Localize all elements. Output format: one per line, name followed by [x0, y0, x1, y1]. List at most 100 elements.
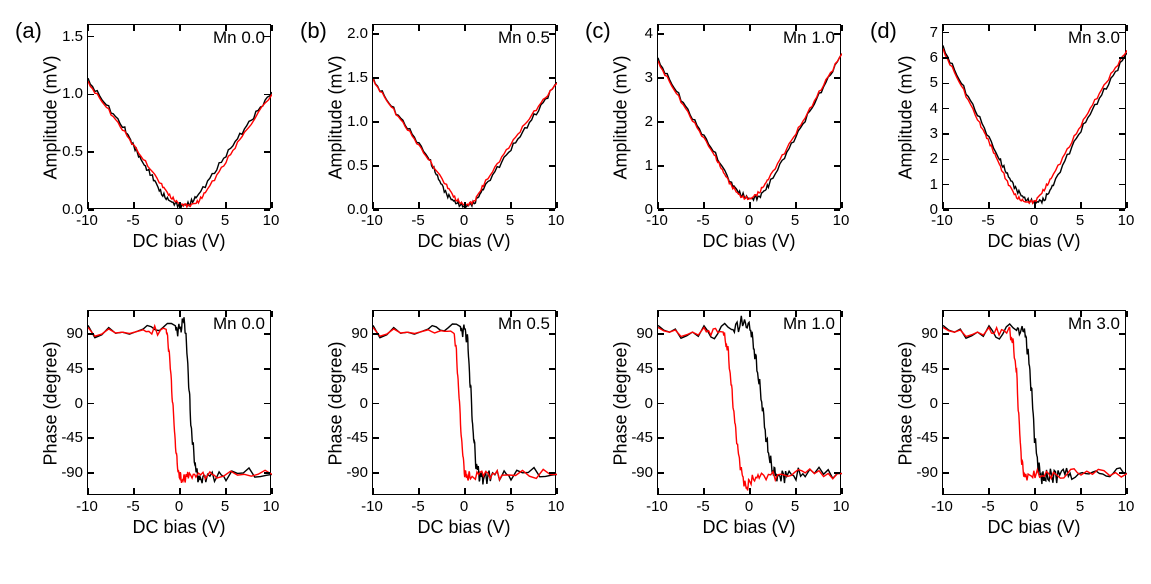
series-label: Mn 1.0 — [783, 28, 835, 48]
xtick-label: -5 — [118, 213, 148, 228]
panel-d-bottom: -90-4504590-10-50510Phase (degree)DC bia… — [870, 300, 1140, 570]
xtick-label: 5 — [495, 213, 525, 228]
series-black — [658, 54, 842, 201]
series-red — [88, 326, 272, 483]
xtick-label: 0 — [449, 499, 479, 514]
xtick-label: 10 — [1111, 213, 1141, 228]
series-label: Mn 1.0 — [783, 314, 835, 334]
series-black — [943, 324, 1127, 484]
series-label: Mn 0.0 — [213, 314, 265, 334]
series-black — [943, 45, 1127, 203]
xtick-label: 0 — [734, 499, 764, 514]
column-a: 0.00.51.01.5-10-50510Amplitude (mV)DC bi… — [15, 0, 285, 584]
xaxis-label: DC bias (V) — [942, 231, 1126, 252]
xtick-label: 0 — [1019, 213, 1049, 228]
plot-svg — [943, 311, 1127, 496]
xtick-label: -5 — [118, 499, 148, 514]
xtick-label: 10 — [826, 499, 856, 514]
plot-svg — [88, 25, 272, 210]
phase-plot — [942, 310, 1126, 495]
xtick-label: 5 — [210, 213, 240, 228]
xtick-label: -10 — [72, 213, 102, 228]
yaxis-label: Phase (degree) — [41, 328, 62, 478]
panel-a-top: 0.00.51.01.5-10-50510Amplitude (mV)DC bi… — [15, 14, 285, 284]
xtick-label: 10 — [541, 213, 571, 228]
plot-svg — [373, 311, 557, 496]
ytick-label: 4 — [613, 26, 653, 41]
series-label: Mn 3.0 — [1068, 28, 1120, 48]
amplitude-plot — [87, 24, 271, 209]
series-black — [658, 316, 842, 483]
xtick-label: 10 — [256, 213, 286, 228]
xtick-label: 0 — [164, 213, 194, 228]
xaxis-label: DC bias (V) — [372, 517, 556, 538]
column-d: 01234567-10-50510Amplitude (mV)DC bias (… — [870, 0, 1140, 584]
series-red — [943, 327, 1127, 480]
series-label: Mn 3.0 — [1068, 314, 1120, 334]
yaxis-label: Amplitude (mV) — [896, 42, 917, 192]
panel-b-bottom: -90-4504590-10-50510Phase (degree)DC bia… — [300, 300, 570, 570]
xtick-label: -10 — [642, 499, 672, 514]
xtick-label: 0 — [734, 213, 764, 228]
xtick-label: -5 — [973, 213, 1003, 228]
series-red — [658, 327, 842, 490]
panel-a-bottom: -90-4504590-10-50510Phase (degree)DC bia… — [15, 300, 285, 570]
yaxis-label: Phase (degree) — [326, 328, 347, 478]
column-b: 0.00.51.01.52.0-10-50510Amplitude (mV)DC… — [300, 0, 570, 584]
plot-svg — [373, 25, 557, 210]
xtick-label: -10 — [927, 213, 957, 228]
series-label: Mn 0.5 — [498, 314, 550, 334]
xaxis-label: DC bias (V) — [87, 231, 271, 252]
amplitude-plot — [657, 24, 841, 209]
xaxis-label: DC bias (V) — [942, 517, 1126, 538]
xtick-label: 5 — [210, 499, 240, 514]
xaxis-label: DC bias (V) — [657, 517, 841, 538]
panel-b-top: 0.00.51.01.52.0-10-50510Amplitude (mV)DC… — [300, 14, 570, 284]
xtick-label: -10 — [357, 499, 387, 514]
figure: 0.00.51.01.5-10-50510Amplitude (mV)DC bi… — [0, 0, 1151, 584]
plot-svg — [88, 311, 272, 496]
ytick-label: 7 — [898, 25, 938, 40]
yaxis-label: Amplitude (mV) — [611, 42, 632, 192]
xtick-label: 0 — [164, 499, 194, 514]
panel-c-bottom: -90-4504590-10-50510Phase (degree)DC bia… — [585, 300, 855, 570]
panel-d-top: 01234567-10-50510Amplitude (mV)DC bias (… — [870, 14, 1140, 284]
xaxis-label: DC bias (V) — [87, 517, 271, 538]
panel-letter: (b) — [300, 18, 327, 44]
series-label: Mn 0.0 — [213, 28, 265, 48]
xaxis-label: DC bias (V) — [657, 231, 841, 252]
xtick-label: 10 — [1111, 499, 1141, 514]
xtick-label: -5 — [688, 499, 718, 514]
yaxis-label: Amplitude (mV) — [326, 42, 347, 192]
xtick-label: -10 — [927, 499, 957, 514]
series-black — [373, 77, 557, 207]
plot-svg — [658, 25, 842, 210]
yaxis-label: Phase (degree) — [611, 328, 632, 478]
ytick-label: 2.0 — [328, 26, 368, 41]
series-red — [943, 49, 1127, 204]
panel-letter: (a) — [15, 18, 42, 44]
column-c: 01234-10-50510Amplitude (mV)DC bias (V)M… — [585, 0, 855, 584]
series-red — [373, 327, 557, 480]
xtick-label: 0 — [1019, 499, 1049, 514]
xtick-label: -10 — [72, 499, 102, 514]
xtick-label: 0 — [449, 213, 479, 228]
xtick-label: 10 — [541, 499, 571, 514]
xtick-label: -5 — [688, 213, 718, 228]
xtick-label: 5 — [780, 213, 810, 228]
xtick-label: 10 — [256, 499, 286, 514]
xtick-label: 10 — [826, 213, 856, 228]
panel-letter: (c) — [585, 18, 611, 44]
xtick-label: -5 — [403, 499, 433, 514]
yaxis-label: Amplitude (mV) — [41, 42, 62, 192]
xtick-label: 5 — [780, 499, 810, 514]
plot-svg — [658, 311, 842, 496]
phase-plot — [657, 310, 841, 495]
amplitude-plot — [372, 24, 556, 209]
xtick-label: -10 — [357, 213, 387, 228]
panel-c-top: 01234-10-50510Amplitude (mV)DC bias (V)M… — [585, 14, 855, 284]
series-red — [88, 81, 272, 207]
series-red — [373, 79, 557, 206]
yaxis-label: Phase (degree) — [896, 328, 917, 478]
xtick-label: 5 — [1065, 499, 1095, 514]
